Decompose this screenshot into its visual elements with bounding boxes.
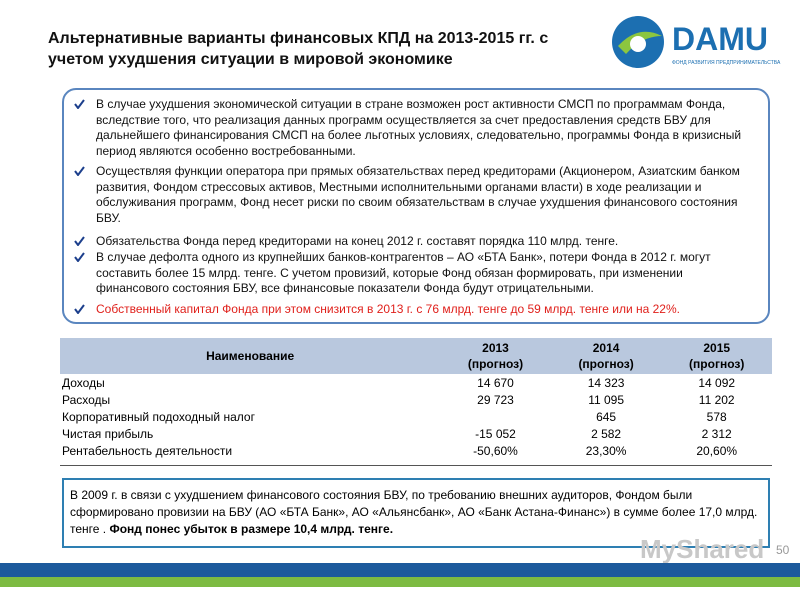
table-cell: Рентабельность деятельности <box>62 443 233 458</box>
header-cell: 2015 (прогноз) <box>661 338 772 374</box>
table-cell: -50,60% <box>473 443 518 458</box>
table-cell: 11 095 <box>588 392 624 407</box>
table-rule <box>60 465 772 466</box>
table-cell: 11 202 <box>698 392 735 407</box>
bullet-text: В случае дефолта одного из крупнейших ба… <box>96 250 711 295</box>
table-cell: 578 <box>706 409 727 424</box>
check-icon <box>74 166 85 176</box>
footer-band-green <box>0 577 800 587</box>
table-cell: 2 312 <box>701 426 732 441</box>
header-cell: 2014 (прогноз) <box>550 338 662 374</box>
bullet: Осуществляя функции оператора при прямых… <box>74 164 756 226</box>
bullet-box <box>62 88 770 324</box>
table-cell: 14 323 <box>587 375 625 390</box>
bullet-text: В случае ухудшения экономической ситуаци… <box>96 97 742 158</box>
table-cell: 14 092 <box>698 375 736 390</box>
header-cell: 2013 (прогноз) <box>440 338 551 374</box>
note-bold: Фонд понес убыток в размере 10,4 млрд. т… <box>109 522 394 536</box>
table-cell: -15 052 <box>475 426 516 441</box>
table-cell: 23,30% <box>585 443 627 458</box>
bullet: Собственный капитал Фонда при этом снизи… <box>74 302 756 318</box>
logo: DAMU ФОНД РАЗВИТИЯ ПРЕДПРИНИМАТЕЛЬСТВА <box>612 16 781 68</box>
table-row: Корпоративный подоходный налог 645 578 <box>60 408 772 425</box>
table-row: Доходы 14 670 14 323 14 092 <box>60 374 772 391</box>
note-box: В 2009 г. в связи с ухудшением финансово… <box>62 478 770 548</box>
table-row: Чистая прибыль -15 052 2 582 2 312 <box>60 425 772 442</box>
kpi-table: Наименование 2013 (прогноз) 2014 (прогноз)… <box>60 338 772 459</box>
check-icon <box>74 236 85 246</box>
table-cell: 14 670 <box>477 375 514 390</box>
bullet: Обязательства Фонда перед кредиторами на… <box>74 234 756 250</box>
table-cell: Расходы <box>62 392 111 407</box>
check-icon <box>74 252 85 262</box>
table-cell: 2 582 <box>591 426 622 441</box>
table-row: Расходы 29 723 11 095 11 202 <box>60 391 772 408</box>
bullet-text: Собственный капитал Фонда при этом снизи… <box>96 302 680 316</box>
table-cell: 20,60% <box>696 443 738 458</box>
table-cell <box>440 408 551 425</box>
table-cell: Корпоративный подоходный налог <box>62 409 255 424</box>
bullet: В случае ухудшения экономической ситуаци… <box>74 97 756 159</box>
footer-band <box>0 563 800 577</box>
bullet-text: Обязательства Фонда перед кредиторами на… <box>96 234 619 248</box>
table-cell: Чистая прибыль <box>62 426 154 441</box>
table-cell: 29 723 <box>477 392 514 407</box>
bullet: В случае дефолта одного из крупнейших ба… <box>74 250 756 297</box>
note-text: В 2009 г. в связи с ухудшением финансово… <box>70 488 758 536</box>
logo-subtitle: ФОНД РАЗВИТИЯ ПРЕДПРИНИМАТЕЛЬСТВА <box>672 60 781 66</box>
check-icon <box>74 304 85 314</box>
watermark: MyShared <box>640 534 765 564</box>
header-cell: Наименование <box>60 338 441 374</box>
table-cell: 645 <box>596 409 617 424</box>
logo-text: DAMU <box>672 21 768 57</box>
title: Альтернативные варианты финансовых КПД н… <box>48 30 549 68</box>
table-row: Рентабельность деятельности -50,60% 23,30%… <box>60 442 772 459</box>
page-number: 50 <box>776 543 790 557</box>
bullet-text: Осуществляя функции оператора при прямых… <box>96 164 740 225</box>
table-cell: Доходы <box>62 375 105 390</box>
check-icon <box>74 99 85 109</box>
